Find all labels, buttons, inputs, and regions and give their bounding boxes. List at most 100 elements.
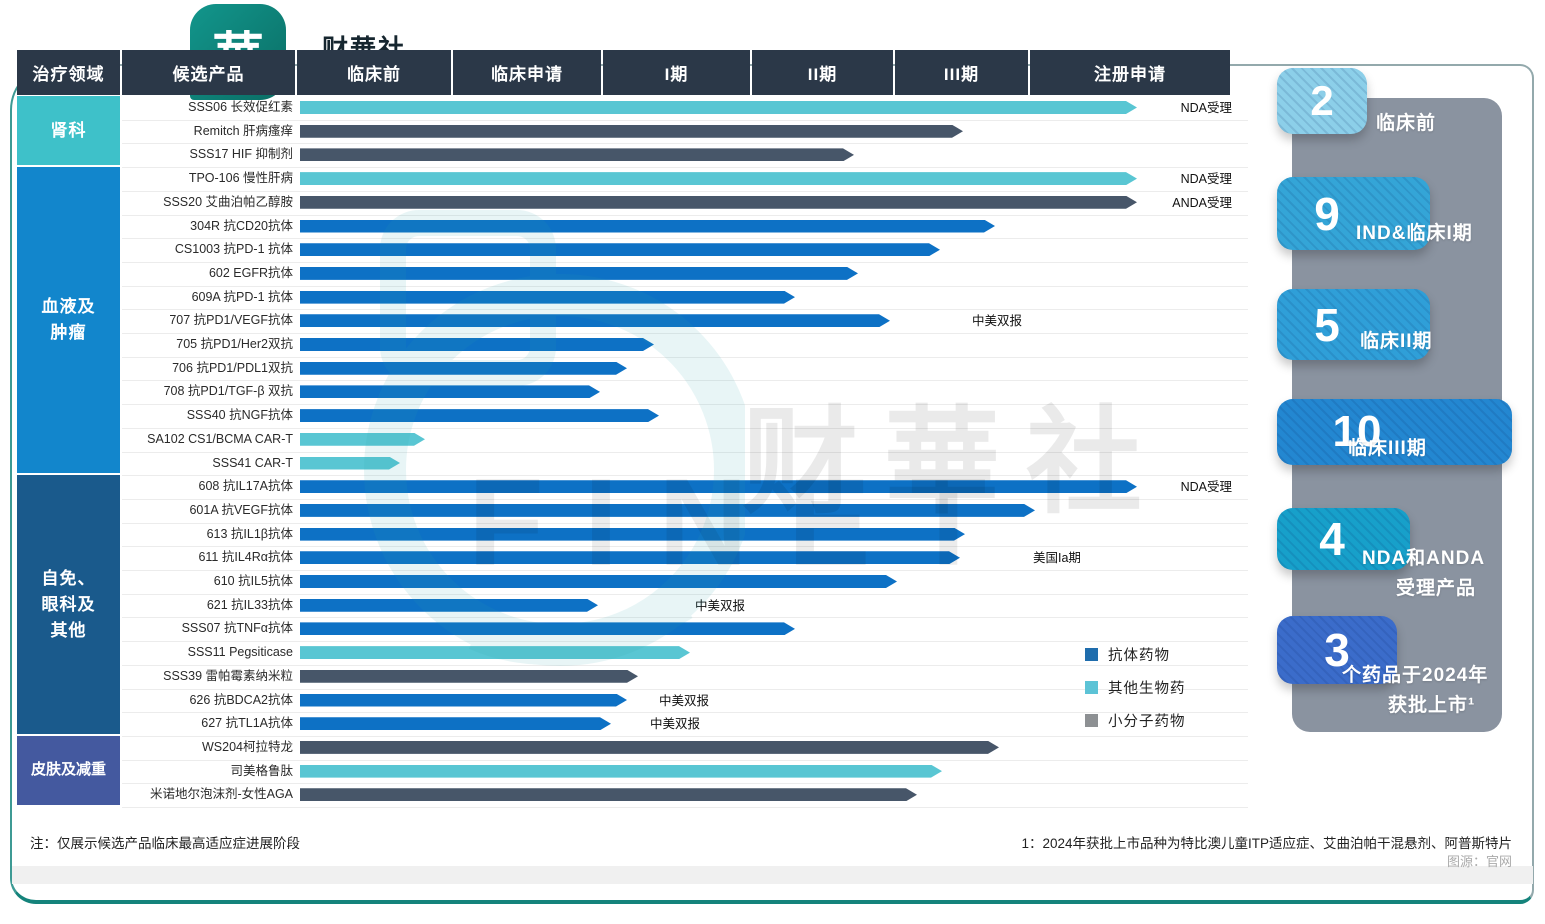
- row-separator: [122, 190, 1248, 192]
- row-separator: [122, 356, 1248, 358]
- pipeline-bar: [300, 243, 940, 256]
- pipeline-bar: [300, 480, 1137, 493]
- product-label: 705 抗PD1/Her2双抗: [176, 337, 293, 351]
- footer-band: [12, 866, 1533, 884]
- stage-header-2: 候选产品: [122, 50, 295, 95]
- row-separator: [122, 214, 1248, 216]
- bar-annotation: 中美双报: [659, 693, 710, 708]
- legend-swatch-small-molecule: [1085, 713, 1098, 727]
- product-label: SSS07 抗TNFα抗体: [181, 621, 293, 636]
- stage-header-3: 临床前: [297, 50, 451, 95]
- category-label: 其他: [50, 620, 87, 640]
- row-separator: [122, 333, 1248, 334]
- stage-header-4: 临床申请: [453, 50, 601, 95]
- row-separator: [122, 475, 1248, 477]
- badge-approved-2024-label-line1: 个药品于2024年: [1342, 665, 1489, 686]
- pipeline-bar: [300, 528, 965, 541]
- row-separator: [122, 522, 1248, 524]
- row-separator: [122, 261, 1248, 263]
- row-separator: [122, 143, 1248, 145]
- pipeline-bar: [300, 670, 638, 683]
- badge-approved-2024-label-line2: 获批上市¹: [1388, 695, 1476, 716]
- row-separator: [122, 404, 1248, 406]
- row-separator: [122, 427, 1248, 429]
- product-label: 609A 抗PD-1 抗体: [191, 289, 293, 304]
- category-block: 肾科: [17, 96, 120, 166]
- badge-preclinical-count: 2: [1310, 77, 1334, 124]
- row-separator: [122, 688, 1248, 690]
- badge-approved-2024-count: 3: [1324, 624, 1350, 676]
- badge-phase2-count: 5: [1314, 298, 1340, 351]
- product-label: 627 抗TL1A抗体: [201, 716, 293, 731]
- pipeline-bar: [300, 765, 942, 778]
- product-label: 601A 抗VEGF抗体: [189, 502, 293, 517]
- product-label: CS1003 抗PD-1 抗体: [174, 242, 293, 257]
- product-label: 707 抗PD1/VEGF抗体: [169, 313, 293, 328]
- pipeline-bar: [300, 314, 890, 327]
- category-label: 肾科: [50, 120, 87, 140]
- category-label: 血液及: [41, 297, 96, 317]
- product-label: SSS06 长效促红素: [188, 100, 293, 114]
- badge-approved-2024: 3: [1277, 616, 1397, 684]
- stage-header-1: 治疗领域: [17, 50, 120, 95]
- badge-ind-phase1: 9: [1277, 177, 1430, 250]
- pipeline-bar: [300, 694, 627, 707]
- product-label: 司美格鲁肽: [230, 763, 293, 778]
- pipeline-bar: [300, 717, 611, 730]
- legend-label-small-molecule: 小分子药物: [1108, 713, 1186, 730]
- product-label: TPO-106 慢性肝病: [188, 171, 293, 186]
- stage-header-5: I期: [603, 50, 750, 95]
- product-label: SA102 CS1/BCMA CAR-T: [147, 431, 293, 446]
- pipeline-bar: [300, 646, 690, 659]
- product-label: 610 抗IL5抗体: [213, 574, 293, 588]
- pipeline-bar: [300, 362, 627, 375]
- row-separator: [122, 498, 1248, 500]
- pipeline-bar: [300, 433, 425, 446]
- row-separator: [122, 285, 1248, 287]
- badge-phase3: 10: [1277, 399, 1512, 465]
- product-label: SSS39 雷帕霉素纳米粒: [163, 668, 293, 683]
- pipeline-bar: [300, 101, 1137, 114]
- pipeline-bar: [300, 575, 897, 588]
- product-label: 626 抗BDCA2抗体: [189, 692, 293, 707]
- bar-annotation: 中美双报: [650, 717, 701, 732]
- row-separator: [122, 735, 1248, 737]
- legend-item-antibody: 抗体药物: [1085, 644, 1170, 664]
- legend-swatch-antibody: [1085, 647, 1098, 661]
- bar-annotation: NDA受理: [1180, 480, 1232, 495]
- bar-annotation: NDA受理: [1180, 172, 1232, 187]
- row-separator: [122, 309, 1248, 311]
- bar-annotation: 中美双报: [695, 598, 746, 613]
- badge-nda-anda-count: 4: [1319, 513, 1345, 565]
- footnote-right: 1：2024年获批上市品种为特比澳儿童ITP适应症、艾曲泊帕干混悬剂、阿普斯特片: [1021, 836, 1512, 851]
- legend-item-biologic: 其他生物药: [1085, 677, 1186, 697]
- category-block: 自免、 眼科及 其他: [17, 475, 120, 734]
- row-separator: [122, 593, 1248, 595]
- product-label: 621 抗IL33抗体: [206, 597, 293, 612]
- row-separator: [122, 783, 1248, 785]
- category-block: 皮肤及减重: [17, 735, 120, 805]
- row-separator: [122, 617, 1248, 619]
- badge-ind-phase1-label: IND&临床I期: [1356, 223, 1473, 244]
- badge-preclinical-label: 临床前: [1376, 113, 1437, 134]
- category-block: 血液及 肿瘤: [17, 167, 120, 474]
- badge-phase2-label: 临床II期: [1360, 331, 1433, 352]
- badge-phase3-label: 临床III期: [1348, 438, 1427, 459]
- pipeline-bar: [300, 172, 1137, 185]
- pipeline-bar: [300, 125, 963, 138]
- product-label: 608 抗IL17A抗体: [198, 479, 294, 494]
- pipeline-bar: [300, 220, 995, 233]
- image-source-note: 图源：官网: [1446, 854, 1512, 869]
- product-label: SSS11 Pegsiticase: [187, 645, 293, 660]
- category-label: 皮肤及减重: [30, 761, 106, 779]
- bar-annotation: 美国Ia期: [1033, 551, 1081, 566]
- pipeline-bar: [300, 385, 600, 398]
- stage-header-6: II期: [752, 50, 893, 95]
- badge-nda-anda-label-line1: NDA和ANDA: [1362, 548, 1486, 569]
- row-separator: [122, 238, 1248, 240]
- legend-item-small-molecule: 小分子药物: [1085, 710, 1186, 730]
- badge-phase2: 5: [1277, 289, 1430, 360]
- product-label: 米诺地尔泡沫剂-女性AGA: [149, 787, 293, 802]
- row-separator: [122, 451, 1248, 453]
